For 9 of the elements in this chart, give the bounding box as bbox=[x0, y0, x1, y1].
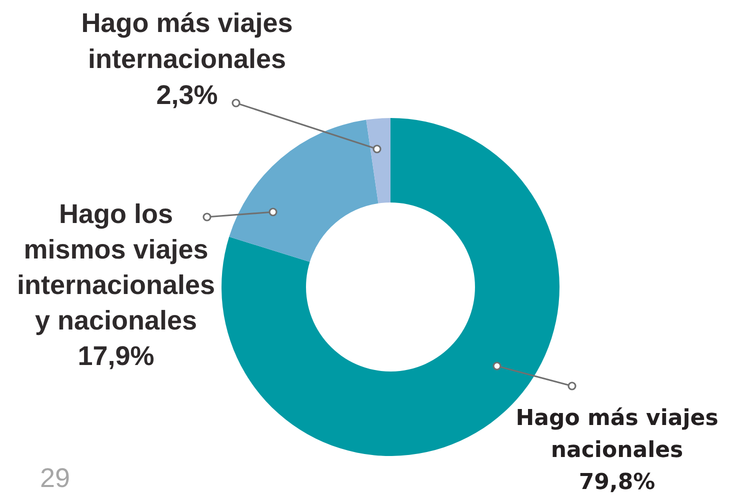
donut-slice bbox=[229, 120, 378, 262]
slice-label: Hago más viajes nacionales bbox=[516, 406, 718, 463]
donut-slice bbox=[366, 118, 390, 204]
data-label: 17,9% bbox=[78, 341, 154, 371]
data-label: 2,3% bbox=[156, 80, 218, 110]
data-label: 79,8% bbox=[578, 470, 656, 495]
slice-label: Hago más viajes internacionales bbox=[81, 8, 293, 74]
text: 29 bbox=[40, 463, 70, 493]
slice-label: Hago los mismos viajes internacionales y nacionales bbox=[16, 199, 216, 336]
